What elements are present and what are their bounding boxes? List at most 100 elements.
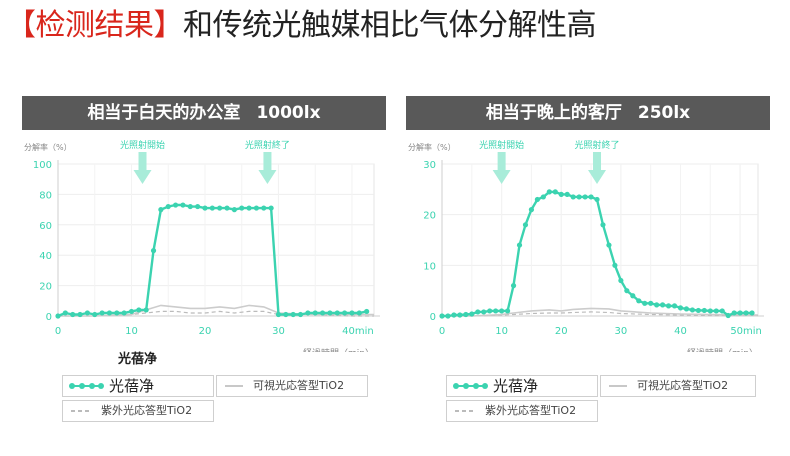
data-point bbox=[239, 205, 245, 211]
data-point bbox=[217, 205, 223, 211]
data-point bbox=[99, 310, 105, 316]
data-point bbox=[576, 194, 582, 200]
legend-uv-label: 紫外光応答型TiO2 bbox=[485, 404, 577, 417]
data-point bbox=[534, 196, 540, 203]
data-point bbox=[457, 312, 463, 318]
data-point bbox=[70, 311, 76, 318]
legend-visible-label: 可視光応答型TiO2 bbox=[253, 379, 345, 392]
headline-bracketed: 【检测结果】 bbox=[6, 8, 184, 43]
x-tick-label: 40 bbox=[674, 326, 687, 337]
x-tick-label: 20 bbox=[555, 326, 568, 337]
data-point bbox=[660, 302, 666, 308]
panel-lux: 250lx bbox=[637, 103, 691, 123]
chart-living-room: 0 10 20 30 0 10 20 30 40 50min 分解率（%） 経過時間（min） 光照射開… bbox=[408, 139, 764, 352]
plot-area bbox=[57, 163, 375, 317]
annotation-arrow bbox=[133, 152, 152, 184]
data-point bbox=[356, 310, 362, 316]
x-tick-label: 30 bbox=[272, 326, 285, 337]
data-point bbox=[290, 311, 296, 318]
annotation-arrow bbox=[258, 152, 277, 184]
legend-uv: 紫外光応答型TiO2 bbox=[446, 400, 598, 422]
y-tick-label: 10 bbox=[423, 261, 436, 272]
legend-dotline-icon bbox=[453, 383, 488, 389]
legend-product: 光蓓净 bbox=[62, 375, 214, 397]
legend-uv: 紫外光応答型TiO2 bbox=[62, 400, 214, 422]
x-tick-label: 10 bbox=[125, 326, 138, 337]
data-point bbox=[618, 277, 624, 284]
panel-title: 相当于晚上的客厅 bbox=[485, 103, 622, 123]
data-point bbox=[55, 313, 61, 319]
legend-dotline-icon bbox=[69, 383, 104, 389]
data-point bbox=[600, 222, 606, 228]
x-tick-label: 0 bbox=[439, 326, 445, 337]
x-tick-label: 20 bbox=[199, 326, 212, 337]
data-point bbox=[84, 310, 90, 316]
data-point bbox=[737, 310, 743, 316]
data-point bbox=[261, 205, 267, 211]
data-point bbox=[165, 203, 171, 210]
data-point bbox=[150, 248, 157, 254]
data-point bbox=[522, 222, 529, 228]
data-point bbox=[654, 302, 660, 308]
data-point bbox=[342, 310, 348, 316]
data-point bbox=[253, 205, 260, 211]
panel-office: 相当于白天的办公室 1000lx 0 20 40 60 80 100 0 10 20 30 40min… bbox=[22, 96, 386, 431]
data-point bbox=[121, 310, 127, 316]
annotation-label: 光照射終了 bbox=[245, 139, 290, 151]
data-point bbox=[334, 310, 340, 316]
x-axis-label: 経過時間（min） bbox=[687, 347, 758, 352]
data-point bbox=[588, 194, 594, 200]
data-point bbox=[246, 205, 252, 211]
legend-product-label: 光蓓净 bbox=[493, 377, 539, 395]
data-point bbox=[731, 310, 737, 316]
legend-dashline-icon bbox=[71, 410, 91, 412]
y-tick-label: 100 bbox=[33, 160, 52, 171]
data-point bbox=[719, 308, 725, 314]
data-point bbox=[743, 310, 749, 316]
data-point bbox=[594, 196, 600, 203]
data-point bbox=[504, 308, 511, 314]
data-point bbox=[677, 305, 684, 311]
data-point bbox=[695, 307, 701, 314]
data-point bbox=[540, 194, 546, 200]
legend-visible: 可視光応答型TiO2 bbox=[216, 375, 368, 397]
data-point bbox=[683, 306, 690, 312]
data-point bbox=[231, 207, 237, 213]
x-tick-label: 50min bbox=[730, 326, 762, 337]
data-point bbox=[642, 300, 648, 306]
legend-visible: 可視光応答型TiO2 bbox=[600, 375, 756, 397]
y-tick-label: 60 bbox=[39, 221, 52, 232]
annotation-label: 光照射終了 bbox=[575, 139, 620, 151]
data-point bbox=[749, 310, 755, 316]
data-point bbox=[92, 311, 98, 318]
data-point bbox=[136, 307, 142, 313]
data-point bbox=[187, 203, 193, 210]
data-point bbox=[275, 311, 282, 318]
data-point bbox=[268, 205, 274, 211]
data-point bbox=[725, 312, 731, 319]
data-point bbox=[606, 242, 612, 248]
data-point bbox=[297, 311, 304, 318]
annotation-label: 光照射開始 bbox=[479, 139, 524, 151]
y-tick-label: 0 bbox=[46, 312, 52, 323]
x-axis-label: 経過時間（min） bbox=[303, 347, 374, 352]
x-tick-label: 40min bbox=[342, 326, 374, 337]
x-tick-label: 30 bbox=[615, 326, 628, 337]
data-point bbox=[195, 203, 201, 210]
panel-living-room: 相当于晚上的客厅 250lx 0 10 20 30 0 10 20 30 40 50min 分解率（%… bbox=[406, 96, 770, 431]
data-point bbox=[671, 303, 678, 309]
data-point bbox=[469, 311, 475, 317]
data-point bbox=[701, 307, 707, 314]
data-point bbox=[463, 311, 469, 318]
y-tick-label: 30 bbox=[423, 160, 436, 171]
y-tick-label: 80 bbox=[39, 190, 52, 201]
data-point bbox=[707, 308, 713, 314]
data-point bbox=[689, 307, 696, 313]
y-tick-label: 0 bbox=[430, 312, 436, 323]
x-tick-label: 10 bbox=[495, 326, 508, 337]
data-point bbox=[546, 189, 552, 195]
data-point bbox=[224, 205, 230, 211]
annotation-label: 光照射開始 bbox=[120, 139, 165, 151]
y-axis-label: 分解率（%） bbox=[408, 142, 456, 152]
legend-visible-label: 可視光応答型TiO2 bbox=[637, 379, 729, 392]
